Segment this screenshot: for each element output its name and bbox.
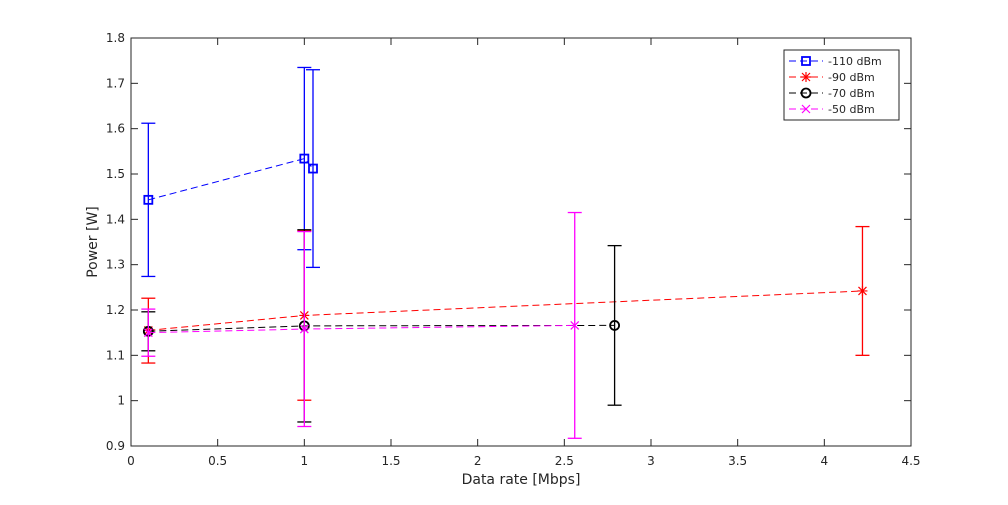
data-point xyxy=(143,194,154,205)
x-tick-label: 4 xyxy=(821,454,829,468)
x-tick-label: 3.5 xyxy=(728,454,747,468)
legend-label: -70 dBm xyxy=(828,87,875,100)
series-0 xyxy=(141,66,320,278)
x-tick-label: 2.5 xyxy=(555,454,574,468)
legend-marker xyxy=(800,87,812,99)
x-tick-label: 2 xyxy=(474,454,482,468)
data-point xyxy=(857,285,868,296)
y-tick-label: 1.1 xyxy=(106,348,125,362)
x-axis-label: Data rate [Mbps] xyxy=(462,472,581,488)
y-tick-label: 1.3 xyxy=(106,258,125,272)
x-tick-label: 1 xyxy=(301,454,309,468)
legend-label: -90 dBm xyxy=(828,71,875,84)
data-point xyxy=(299,324,309,334)
x-tick-label: 3 xyxy=(647,454,655,468)
y-tick-label: 1.6 xyxy=(106,122,125,136)
x-tick-label: 4.5 xyxy=(901,454,920,468)
y-tick-label: 1.7 xyxy=(106,76,125,90)
legend-marker xyxy=(801,104,811,114)
ticks-layer: 0 0.5 1 1.5 2 2.5 3 3.5 4 4.5 0.9 1 1.1 1.2 1.3 1.4 1.5 1… xyxy=(106,31,921,468)
legend: -110 dBm -90 dBm -70 dBm -50 dBm xyxy=(783,49,900,121)
x-tick-label: 1.5 xyxy=(381,454,400,468)
legend-entry: -90 dBm xyxy=(789,71,875,84)
legend-marker xyxy=(801,56,811,66)
y-tick-label: 1.4 xyxy=(106,212,125,226)
legend-label: -110 dBm xyxy=(828,55,882,68)
y-tick-label: 1.5 xyxy=(106,167,125,181)
legend-entry: -70 dBm xyxy=(789,87,875,100)
data-point xyxy=(143,328,153,338)
x-tick-label: 0.5 xyxy=(208,454,227,468)
x-tick-label: 0 xyxy=(127,454,135,468)
legend-marker xyxy=(801,72,811,82)
legend-entry: -50 dBm xyxy=(789,103,875,116)
legend-label: -50 dBm xyxy=(828,103,875,116)
y-tick-label: 1.8 xyxy=(106,31,125,45)
y-tick-label: 1 xyxy=(117,394,125,408)
series-3 xyxy=(141,211,582,439)
legend-box xyxy=(783,49,900,121)
data-point xyxy=(570,320,580,330)
y-tick-label: 0.9 xyxy=(106,439,125,453)
y-axis-label: Power [W] xyxy=(85,206,101,278)
y-tick-label: 1.2 xyxy=(106,303,125,317)
legend-entry: -110 dBm xyxy=(789,55,882,68)
series-layer xyxy=(141,66,870,439)
data-point xyxy=(609,320,620,331)
data-point xyxy=(299,153,310,164)
plot-area xyxy=(130,37,912,447)
data-point xyxy=(308,163,318,174)
